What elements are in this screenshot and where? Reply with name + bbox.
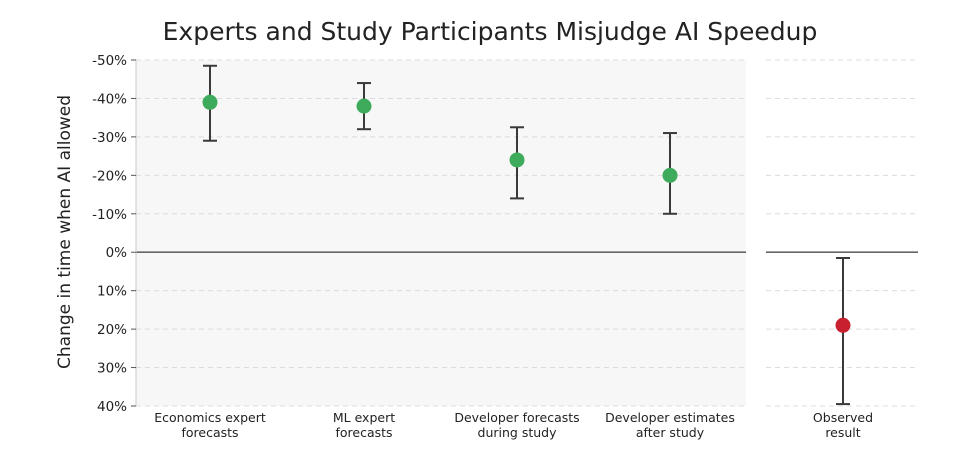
x-category-label-line: during study <box>478 425 558 440</box>
y-tick-label: -20% <box>92 168 127 184</box>
data-point-group <box>356 82 372 131</box>
data-point <box>509 152 525 168</box>
data-point <box>202 94 218 110</box>
data-point-group <box>509 126 525 200</box>
panel-background <box>136 60 746 406</box>
y-tick-label: 0% <box>106 245 128 261</box>
data-point-group <box>202 64 218 142</box>
x-category-label-line: forecasts <box>181 425 238 440</box>
y-tick-label: -40% <box>92 91 127 107</box>
panel-1: -50% -40% -30% -20% -10% 0% 10% 20% 30% 40% Econom… <box>92 53 746 440</box>
panel-2: Observed result <box>766 59 918 440</box>
x-category-label-line: result <box>825 425 860 440</box>
x-category-label-line: forecasts <box>335 425 392 440</box>
data-point-group <box>835 256 851 406</box>
x-category-label-line: Developer estimates <box>605 410 735 425</box>
y-tick-label: 40% <box>97 399 127 415</box>
data-point <box>356 98 372 114</box>
data-point <box>835 317 851 333</box>
y-tick-label: -10% <box>92 207 127 223</box>
data-point <box>662 167 678 183</box>
x-category-label-line: Developer forecasts <box>454 410 579 425</box>
y-tick-label: 10% <box>97 284 127 300</box>
y-tick-label: -30% <box>92 130 127 146</box>
y-axis-label: Change in time when AI allowed <box>55 95 75 369</box>
chart-title: Experts and Study Participants Misjudge … <box>163 17 818 46</box>
x-category-label: Economics expert forecasts <box>154 410 266 440</box>
x-category-label-line: after study <box>636 425 705 440</box>
x-category-label: Observed result <box>813 410 873 440</box>
data-point-group <box>662 132 678 215</box>
y-tick-label: 20% <box>97 322 127 338</box>
x-category-label: ML expert forecasts <box>333 410 395 440</box>
x-category-label-line: ML expert <box>333 410 395 425</box>
plot-panels: -50% -40% -30% -20% -10% 0% 10% 20% 30% 40% Econom… <box>92 53 918 440</box>
x-category-label: Developer forecasts during study <box>454 410 579 440</box>
x-category-label: Developer estimates after study <box>605 410 735 440</box>
y-tick-label: 30% <box>97 361 127 377</box>
y-tick-label: -50% <box>92 53 127 69</box>
x-category-label-line: Observed <box>813 410 873 425</box>
x-category-label-line: Economics expert <box>154 410 266 425</box>
